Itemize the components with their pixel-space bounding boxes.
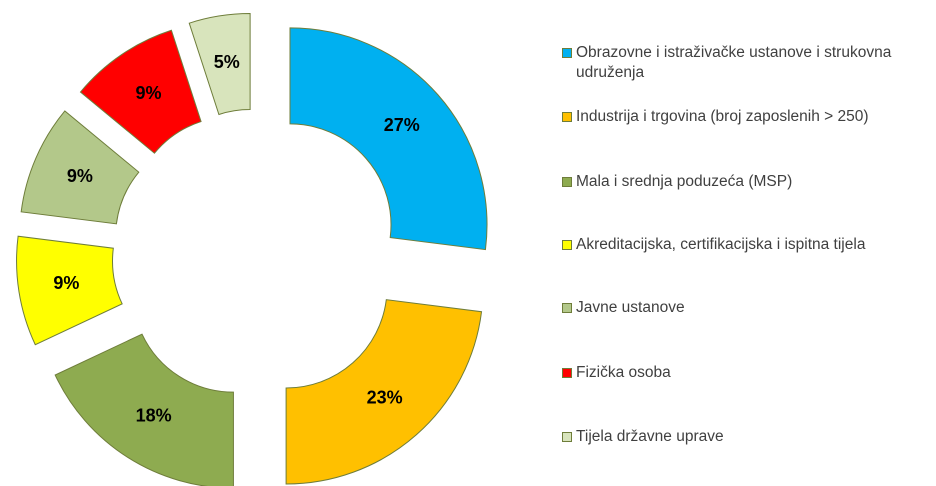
donut-segment bbox=[79, 29, 202, 154]
legend-label: Tijela državne uprave bbox=[576, 428, 724, 445]
legend-label: Javne ustanove bbox=[576, 299, 685, 316]
donut-plot: 27% 23% 18% 9% 9% 9% 5% bbox=[16, 13, 488, 486]
legend-item: Industrija i trgovina (broj zaposlenih >… bbox=[560, 107, 932, 127]
legend-swatch bbox=[562, 303, 572, 313]
legend-label: Fizička osoba bbox=[576, 364, 671, 381]
legend-label: Industrija i trgovina (broj zaposlenih >… bbox=[576, 108, 869, 125]
data-label: 27% bbox=[384, 115, 420, 135]
donut-segment bbox=[16, 235, 123, 346]
legend-item: Obrazovne i istraživačke ustanove i stru… bbox=[560, 43, 932, 83]
data-label: 9% bbox=[136, 83, 162, 103]
data-label: 18% bbox=[136, 406, 172, 426]
data-label: 9% bbox=[67, 166, 93, 186]
legend-item: Tijela državne uprave bbox=[560, 427, 932, 447]
legend-item: Fizička osoba bbox=[560, 363, 932, 383]
legend-item: Javne ustanove bbox=[560, 298, 932, 318]
data-label: 9% bbox=[53, 273, 79, 293]
legend-item: Mala i srednja poduzeća (MSP) bbox=[560, 172, 932, 192]
legend-swatch bbox=[562, 368, 572, 378]
legend-swatch bbox=[562, 112, 572, 122]
legend-label: Obrazovne i istraživačke ustanove i stru… bbox=[576, 44, 892, 81]
legend-swatch bbox=[562, 240, 572, 250]
data-label: 23% bbox=[367, 388, 403, 408]
legend-swatch bbox=[562, 48, 572, 58]
legend-label: Mala i srednja poduzeća (MSP) bbox=[576, 173, 793, 190]
donut-segment bbox=[188, 13, 251, 116]
legend-swatch bbox=[562, 432, 572, 442]
data-label: 5% bbox=[214, 52, 240, 72]
legend-swatch bbox=[562, 177, 572, 187]
legend-label: Akreditacijska, certifikacijska i ispitn… bbox=[576, 236, 866, 253]
legend-item: Akreditacijska, certifikacijska i ispitn… bbox=[560, 235, 932, 255]
donut-segment bbox=[289, 27, 488, 251]
donut-segment bbox=[285, 299, 483, 485]
donut-segment bbox=[54, 333, 234, 486]
donut-segment bbox=[20, 110, 140, 225]
